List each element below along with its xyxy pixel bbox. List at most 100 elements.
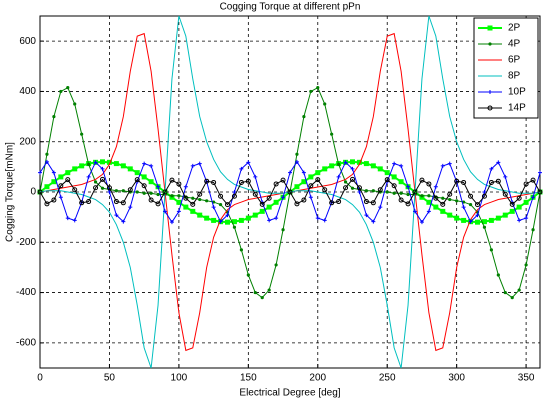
marker bbox=[245, 178, 251, 184]
marker bbox=[392, 191, 396, 195]
marker bbox=[197, 191, 203, 197]
marker bbox=[316, 86, 320, 90]
marker bbox=[232, 190, 237, 194]
marker bbox=[238, 179, 244, 185]
marker bbox=[148, 197, 154, 203]
marker bbox=[142, 191, 146, 195]
marker bbox=[245, 215, 251, 221]
marker bbox=[481, 193, 487, 199]
marker bbox=[59, 89, 63, 94]
marker bbox=[294, 201, 300, 207]
marker bbox=[169, 220, 174, 225]
marker bbox=[86, 199, 92, 205]
marker bbox=[211, 205, 216, 210]
legend-marker bbox=[487, 25, 493, 31]
marker bbox=[329, 200, 335, 206]
marker bbox=[51, 197, 57, 203]
marker bbox=[190, 201, 196, 207]
marker bbox=[482, 225, 487, 229]
y-tick-label: 400 bbox=[19, 86, 36, 97]
marker bbox=[495, 178, 501, 184]
marker bbox=[371, 189, 375, 193]
marker bbox=[426, 199, 432, 205]
marker bbox=[134, 170, 140, 176]
marker bbox=[496, 160, 501, 165]
marker bbox=[44, 201, 50, 207]
marker bbox=[538, 170, 542, 175]
marker bbox=[531, 228, 535, 232]
marker bbox=[433, 195, 439, 201]
legend-marker bbox=[488, 90, 492, 94]
marker bbox=[468, 219, 473, 224]
marker bbox=[461, 205, 466, 210]
marker bbox=[128, 205, 133, 210]
y-tick-label: 200 bbox=[19, 136, 36, 147]
marker bbox=[413, 209, 417, 214]
marker bbox=[239, 248, 243, 252]
marker bbox=[461, 217, 467, 223]
marker bbox=[121, 189, 125, 193]
marker bbox=[455, 199, 459, 203]
marker bbox=[308, 183, 314, 189]
marker bbox=[38, 170, 42, 175]
marker bbox=[357, 190, 362, 194]
marker bbox=[176, 199, 182, 205]
marker bbox=[190, 208, 196, 214]
marker bbox=[149, 191, 153, 195]
marker bbox=[315, 177, 321, 183]
marker bbox=[183, 184, 188, 189]
marker bbox=[516, 195, 522, 201]
marker bbox=[509, 201, 515, 207]
marker bbox=[259, 201, 265, 207]
marker bbox=[267, 218, 272, 223]
x-tick-label: 150 bbox=[240, 373, 257, 384]
marker bbox=[58, 183, 64, 189]
marker bbox=[93, 185, 99, 191]
x-axis-label: Electrical Degree [deg] bbox=[239, 388, 340, 399]
marker bbox=[274, 263, 278, 267]
marker bbox=[211, 179, 217, 185]
x-tick-label: 350 bbox=[518, 373, 535, 384]
marker bbox=[337, 162, 341, 166]
marker bbox=[301, 179, 307, 185]
marker bbox=[45, 152, 49, 156]
marker bbox=[391, 183, 397, 189]
marker bbox=[510, 296, 514, 300]
marker bbox=[503, 290, 507, 295]
x-tick-label: 250 bbox=[379, 373, 396, 384]
marker bbox=[385, 190, 389, 194]
marker bbox=[65, 216, 70, 221]
marker bbox=[162, 189, 168, 195]
legend-label: 2P bbox=[508, 23, 521, 34]
marker bbox=[399, 163, 404, 168]
marker bbox=[266, 204, 272, 210]
marker bbox=[523, 199, 529, 205]
marker bbox=[231, 193, 237, 199]
marker bbox=[489, 248, 493, 252]
marker bbox=[72, 187, 78, 193]
marker bbox=[238, 217, 244, 223]
marker bbox=[392, 161, 397, 166]
marker bbox=[149, 163, 154, 168]
marker bbox=[114, 213, 119, 218]
marker bbox=[488, 217, 494, 223]
marker bbox=[475, 202, 480, 208]
marker bbox=[398, 197, 404, 203]
marker bbox=[524, 216, 529, 221]
x-tick-label: 100 bbox=[171, 373, 188, 384]
marker bbox=[273, 199, 279, 205]
marker bbox=[44, 159, 49, 164]
marker bbox=[447, 212, 453, 218]
marker bbox=[371, 219, 376, 224]
marker bbox=[454, 215, 460, 221]
marker bbox=[475, 219, 480, 225]
marker bbox=[391, 174, 397, 180]
marker bbox=[350, 159, 355, 165]
marker bbox=[127, 187, 133, 193]
marker bbox=[218, 193, 224, 199]
marker bbox=[156, 192, 160, 197]
marker bbox=[370, 200, 376, 206]
marker bbox=[447, 191, 453, 197]
